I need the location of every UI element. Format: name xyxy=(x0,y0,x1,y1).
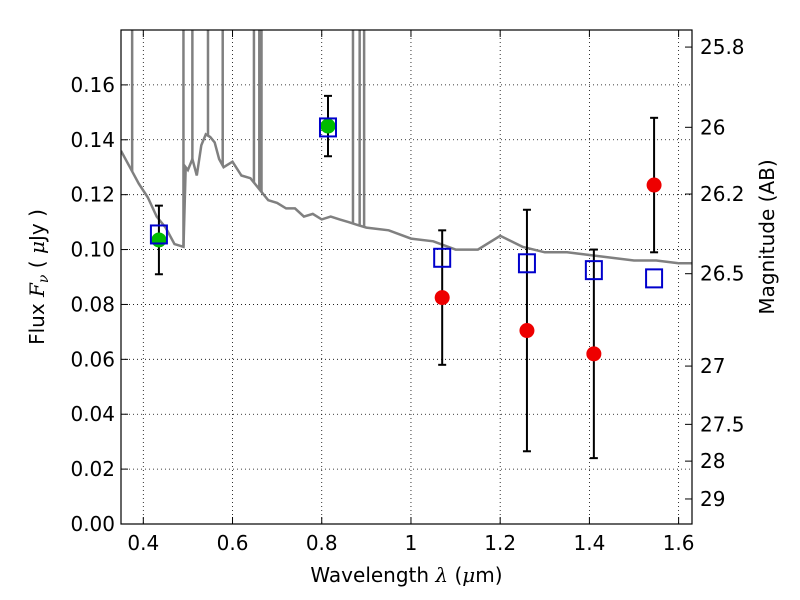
magnitude-tick-label: 29 xyxy=(700,487,725,511)
model-sed xyxy=(121,30,692,265)
detection-point xyxy=(320,118,336,134)
magnitude-axis: 25.8 26 26.2 26.5 27 27.5 28 29 xyxy=(685,35,745,511)
flux-point xyxy=(519,323,535,339)
plot-frame xyxy=(120,29,693,525)
markers xyxy=(149,94,664,460)
y-tick-label: 0.14 xyxy=(70,128,115,152)
y-tick-label: 0.02 xyxy=(70,457,115,481)
model-flux-box xyxy=(433,247,452,268)
x-axis: 0.4 0.6 0.8 1 1.2 1.4 1.6 xyxy=(127,30,695,555)
x-tick-label: 1 xyxy=(405,531,418,555)
model-flux-box xyxy=(149,224,168,245)
y-tick-label: 0.16 xyxy=(70,73,115,97)
magnitude-tick-label: 26.2 xyxy=(700,182,745,206)
detection-point xyxy=(151,232,167,248)
magnitude-axis-label: Magnitude (AB) xyxy=(755,159,779,314)
y-axis-label: Flux Fν ( μJy ) xyxy=(25,209,52,345)
magnitude-tick-label: 26 xyxy=(700,115,725,139)
magnitude-tick-label: 28 xyxy=(700,449,725,473)
magnitude-tick-label: 27 xyxy=(700,354,725,378)
y-axis: 0.00 0.02 0.04 0.06 0.08 0.10 0.12 0.14 0.16 xyxy=(70,73,128,536)
y-tick-label: 0.08 xyxy=(70,292,115,316)
x-tick-label: 1.2 xyxy=(484,531,516,555)
flux-point xyxy=(646,177,662,193)
model-flux-box xyxy=(318,117,337,138)
x-axis-label: Wavelength λ (μm) xyxy=(310,563,502,587)
model-flux-box xyxy=(645,268,664,289)
x-tick-label: 0.6 xyxy=(217,531,249,555)
flux-point xyxy=(434,290,450,306)
y-tick-label: 0.10 xyxy=(70,238,115,262)
x-tick-label: 1.6 xyxy=(663,531,695,555)
y-tick-label: 0.04 xyxy=(70,402,115,426)
y-tick-label: 0.12 xyxy=(70,183,115,207)
magnitude-tick-label: 26.5 xyxy=(700,262,745,286)
y-tick-label: 0.06 xyxy=(70,347,115,371)
y-tick-label: 0.00 xyxy=(70,512,115,536)
model-flux-box xyxy=(517,253,536,274)
magnitude-tick-label: 27.5 xyxy=(700,412,745,436)
magnitude-tick-label: 25.8 xyxy=(700,35,745,59)
plot-area xyxy=(121,30,692,524)
x-tick-label: 0.8 xyxy=(306,531,338,555)
x-tick-label: 0.4 xyxy=(127,531,159,555)
model-flux-box xyxy=(584,260,603,281)
x-tick-label: 1.4 xyxy=(573,531,605,555)
model-line xyxy=(121,132,692,265)
flux-point xyxy=(586,346,602,362)
